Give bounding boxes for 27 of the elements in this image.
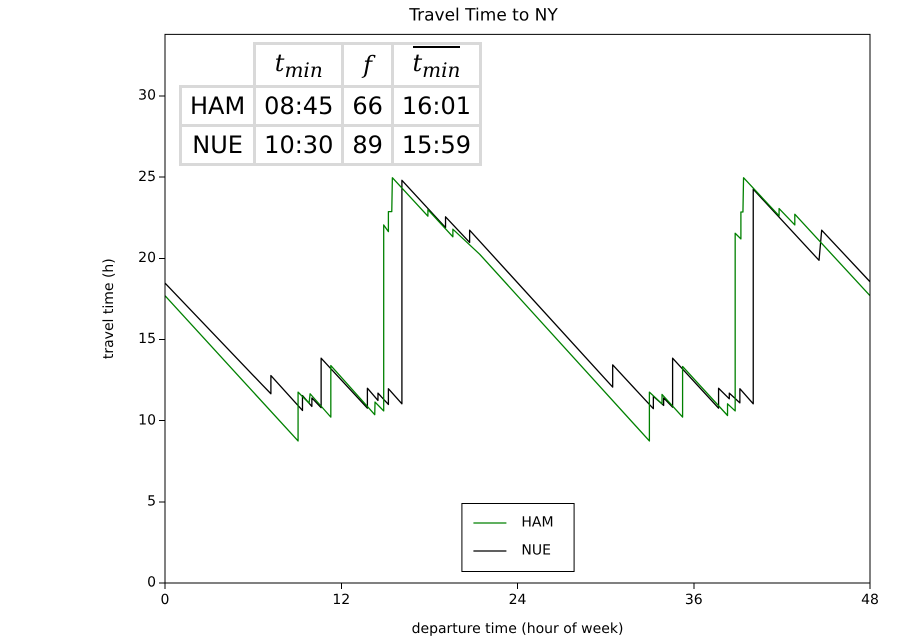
x-axis-title: departure time (hour of week) — [412, 621, 624, 638]
y-tick-label: 20 — [138, 250, 156, 266]
annotation: t$_{min}$ — [274, 48, 323, 84]
annotation: 10:30 — [254, 125, 343, 164]
x-tick-label: 24 — [508, 592, 526, 608]
y-tick-label: 5 — [147, 493, 156, 510]
y-tick-label: 15 — [138, 331, 156, 348]
annotation: 15:59 — [392, 125, 481, 164]
annotation: NUE — [180, 125, 255, 164]
y-tick-label: 25 — [138, 168, 156, 185]
chart-title: Travel Time to NY — [408, 6, 558, 26]
annotation: HAM — [180, 86, 255, 126]
annotation: 66 — [342, 86, 392, 126]
x-tick-label: 0 — [160, 592, 170, 608]
legend-label: HAM — [521, 514, 554, 531]
annotation: 16:01 — [392, 86, 481, 126]
annotation: 89 — [342, 125, 392, 164]
x-tick-label: 48 — [861, 592, 879, 608]
x-tick-label: 12 — [332, 592, 350, 608]
x-tick-label: 36 — [684, 592, 703, 608]
y-axis-title: travel time (h) — [101, 258, 118, 360]
y-tick-label: 0 — [147, 574, 156, 591]
y-tick-label: 30 — [138, 88, 156, 104]
annotation: t$_{min}$ — [412, 46, 460, 85]
annotation: 08:45 — [254, 86, 343, 126]
y-tick-label: 10 — [138, 412, 156, 428]
legend-label: NUE — [521, 542, 551, 559]
